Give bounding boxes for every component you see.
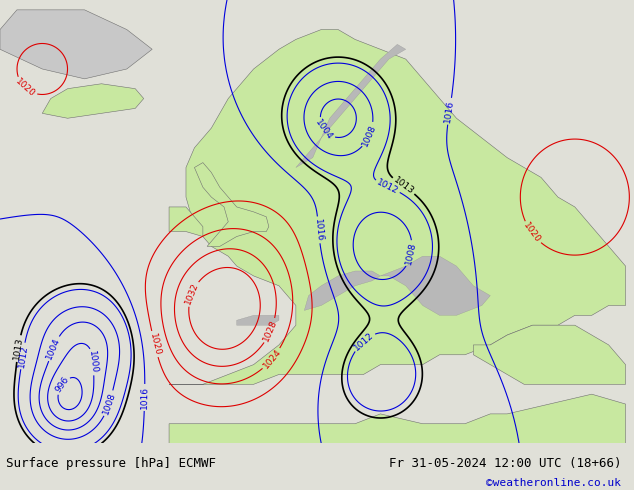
Text: 1020: 1020 xyxy=(148,332,162,356)
Polygon shape xyxy=(380,256,490,316)
Text: 1020: 1020 xyxy=(522,221,542,245)
Text: 1016: 1016 xyxy=(313,218,324,242)
Polygon shape xyxy=(296,44,406,168)
Text: 996: 996 xyxy=(53,375,70,394)
Polygon shape xyxy=(195,163,269,246)
Text: 1012: 1012 xyxy=(16,344,29,368)
Text: Fr 31-05-2024 12:00 UTC (18+66): Fr 31-05-2024 12:00 UTC (18+66) xyxy=(389,458,621,470)
Text: 1013: 1013 xyxy=(12,337,25,361)
Polygon shape xyxy=(304,271,380,311)
Polygon shape xyxy=(236,316,279,325)
Text: ©weatheronline.co.uk: ©weatheronline.co.uk xyxy=(486,478,621,488)
Text: 1012: 1012 xyxy=(375,177,400,196)
Text: 1020: 1020 xyxy=(14,77,37,99)
Polygon shape xyxy=(42,84,144,118)
Polygon shape xyxy=(0,10,152,79)
Text: 1016: 1016 xyxy=(444,99,456,123)
Text: Surface pressure [hPa] ECMWF: Surface pressure [hPa] ECMWF xyxy=(6,458,216,470)
Polygon shape xyxy=(474,325,626,384)
Text: 1008: 1008 xyxy=(361,122,378,147)
Text: 1028: 1028 xyxy=(262,318,279,343)
Text: 1004: 1004 xyxy=(45,336,62,361)
Text: 1008: 1008 xyxy=(404,242,418,266)
Text: 1016: 1016 xyxy=(140,386,150,409)
Polygon shape xyxy=(169,29,626,384)
Polygon shape xyxy=(169,207,203,237)
Text: 1024: 1024 xyxy=(261,347,283,370)
Text: 1004: 1004 xyxy=(314,118,335,142)
Text: 1000: 1000 xyxy=(87,350,99,374)
Polygon shape xyxy=(169,394,626,443)
Text: 1008: 1008 xyxy=(101,391,117,416)
Text: 1013: 1013 xyxy=(392,175,415,196)
Text: 1032: 1032 xyxy=(184,281,200,306)
Text: 1012: 1012 xyxy=(353,330,375,352)
